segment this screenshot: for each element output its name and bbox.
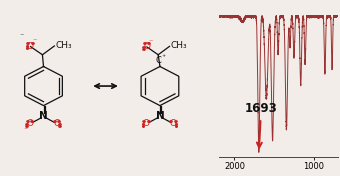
Text: ⁻: ⁻	[23, 125, 28, 134]
Text: CH₃: CH₃	[55, 41, 72, 50]
Text: O: O	[27, 120, 34, 128]
Text: CH₃: CH₃	[171, 41, 187, 50]
Text: N: N	[39, 111, 48, 121]
Text: N: N	[156, 111, 164, 121]
Text: C: C	[156, 56, 162, 65]
Text: ⁺: ⁺	[162, 53, 166, 62]
Text: O: O	[27, 42, 34, 51]
Text: ⁻: ⁻	[32, 37, 37, 46]
Text: O: O	[143, 42, 150, 51]
Text: 1693: 1693	[245, 102, 277, 147]
Text: ⁻: ⁻	[19, 31, 23, 40]
Text: O: O	[170, 120, 177, 128]
Text: O: O	[143, 120, 150, 128]
Text: ⁻: ⁻	[149, 37, 153, 46]
Text: O: O	[53, 120, 61, 128]
